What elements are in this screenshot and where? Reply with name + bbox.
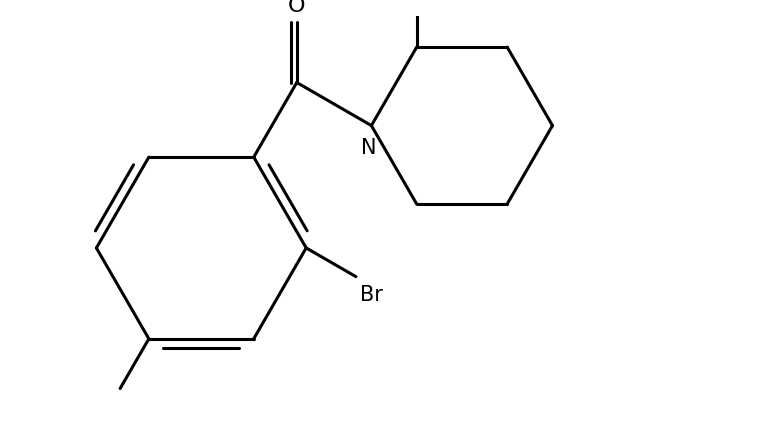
Text: Br: Br xyxy=(360,285,384,305)
Text: O: O xyxy=(288,0,306,16)
Text: N: N xyxy=(362,137,377,157)
